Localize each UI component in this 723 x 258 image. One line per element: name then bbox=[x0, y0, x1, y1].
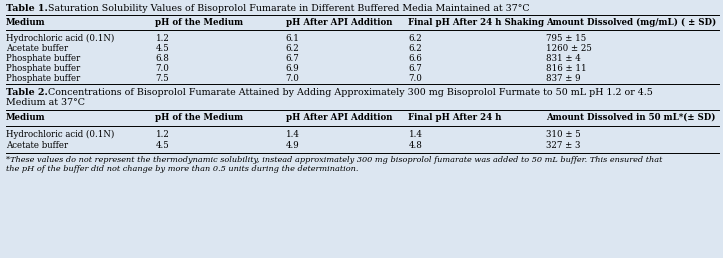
Text: Hydrochloric acid (0.1N): Hydrochloric acid (0.1N) bbox=[6, 130, 114, 139]
Text: pH of the Medium: pH of the Medium bbox=[155, 113, 244, 122]
Text: Final pH After 24 h Shaking: Final pH After 24 h Shaking bbox=[408, 18, 544, 27]
Text: 1.4: 1.4 bbox=[408, 130, 422, 139]
Text: 4.8: 4.8 bbox=[408, 141, 422, 150]
Text: 7.0: 7.0 bbox=[155, 64, 169, 73]
Text: Table 1.: Table 1. bbox=[6, 4, 48, 13]
Text: 816 ± 11: 816 ± 11 bbox=[546, 64, 586, 73]
Text: Acetate buffer: Acetate buffer bbox=[6, 141, 68, 150]
Text: 4.5: 4.5 bbox=[155, 141, 169, 150]
Text: Medium at 37°C: Medium at 37°C bbox=[6, 98, 85, 107]
Text: Phosphate buffer: Phosphate buffer bbox=[6, 64, 80, 73]
Text: 837 ± 9: 837 ± 9 bbox=[546, 74, 581, 83]
Text: pH After API Addition: pH After API Addition bbox=[286, 18, 392, 27]
Text: Amount Dissolved (mg/mL) ( ± SD): Amount Dissolved (mg/mL) ( ± SD) bbox=[546, 18, 716, 27]
Text: Phosphate buffer: Phosphate buffer bbox=[6, 54, 80, 63]
Text: Medium: Medium bbox=[6, 113, 46, 122]
Text: 310 ± 5: 310 ± 5 bbox=[546, 130, 581, 139]
Text: 6.7: 6.7 bbox=[408, 64, 422, 73]
Text: 4.9: 4.9 bbox=[286, 141, 299, 150]
Text: 795 ± 15: 795 ± 15 bbox=[546, 34, 586, 43]
Text: 6.2: 6.2 bbox=[408, 34, 422, 43]
Text: 6.6: 6.6 bbox=[408, 54, 422, 63]
Text: Phosphate buffer: Phosphate buffer bbox=[6, 74, 80, 83]
Text: 6.2: 6.2 bbox=[408, 44, 422, 53]
Text: *These values do not represent the thermodynamic solubility, instead approximate: *These values do not represent the therm… bbox=[6, 156, 662, 164]
Text: 6.2: 6.2 bbox=[286, 44, 299, 53]
Text: pH of the Medium: pH of the Medium bbox=[155, 18, 244, 27]
Text: 7.0: 7.0 bbox=[286, 74, 299, 83]
Text: 1.2: 1.2 bbox=[155, 34, 169, 43]
Text: 327 ± 3: 327 ± 3 bbox=[546, 141, 581, 150]
Text: Final pH After 24 h: Final pH After 24 h bbox=[408, 113, 502, 122]
Text: Table 2.: Table 2. bbox=[6, 88, 48, 97]
Text: Concentrations of Bisoprolol Fumarate Attained by Adding Approximately 300 mg Bi: Concentrations of Bisoprolol Fumarate At… bbox=[48, 88, 654, 97]
Text: 7.5: 7.5 bbox=[155, 74, 169, 83]
Text: the pH of the buffer did not change by more than 0.5 units during the determinat: the pH of the buffer did not change by m… bbox=[6, 165, 359, 173]
Text: 6.9: 6.9 bbox=[286, 64, 299, 73]
Text: 4.5: 4.5 bbox=[155, 44, 169, 53]
Text: 831 ± 4: 831 ± 4 bbox=[546, 54, 581, 63]
Text: 7.0: 7.0 bbox=[408, 74, 422, 83]
Text: Medium: Medium bbox=[6, 18, 46, 27]
Text: Amount Dissolved in 50 mL*(± SD): Amount Dissolved in 50 mL*(± SD) bbox=[546, 113, 715, 122]
Text: 6.1: 6.1 bbox=[286, 34, 299, 43]
Text: 1.4: 1.4 bbox=[286, 130, 299, 139]
Text: 6.7: 6.7 bbox=[286, 54, 299, 63]
Text: Hydrochloric acid (0.1N): Hydrochloric acid (0.1N) bbox=[6, 34, 114, 43]
Text: Acetate buffer: Acetate buffer bbox=[6, 44, 68, 53]
Text: 1.2: 1.2 bbox=[155, 130, 169, 139]
Text: Saturation Solubility Values of Bisoprolol Fumarate in Different Buffered Media : Saturation Solubility Values of Bisoprol… bbox=[48, 4, 530, 13]
Text: 6.8: 6.8 bbox=[155, 54, 169, 63]
Text: pH After API Addition: pH After API Addition bbox=[286, 113, 392, 122]
Text: 1260 ± 25: 1260 ± 25 bbox=[546, 44, 591, 53]
